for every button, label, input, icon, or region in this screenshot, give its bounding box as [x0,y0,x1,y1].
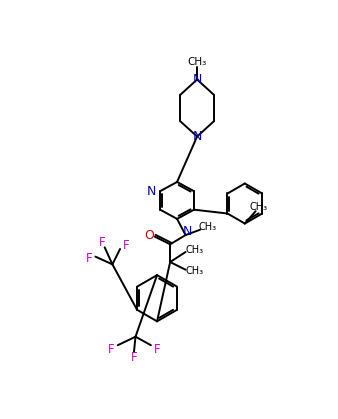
Text: CH₃: CH₃ [199,222,217,233]
Text: F: F [99,235,106,248]
Text: CH₃: CH₃ [250,202,268,212]
Text: F: F [131,351,137,364]
Text: N: N [183,225,192,238]
Text: CH₃: CH₃ [186,245,204,255]
Text: F: F [108,343,115,356]
Text: CH₃: CH₃ [186,266,204,276]
Text: F: F [154,343,160,356]
Text: O: O [144,229,154,242]
Text: N: N [147,185,156,198]
Text: F: F [86,252,93,265]
Text: N: N [192,130,202,143]
Text: N: N [192,73,202,86]
Text: F: F [123,238,129,251]
Text: CH₃: CH₃ [188,57,207,67]
